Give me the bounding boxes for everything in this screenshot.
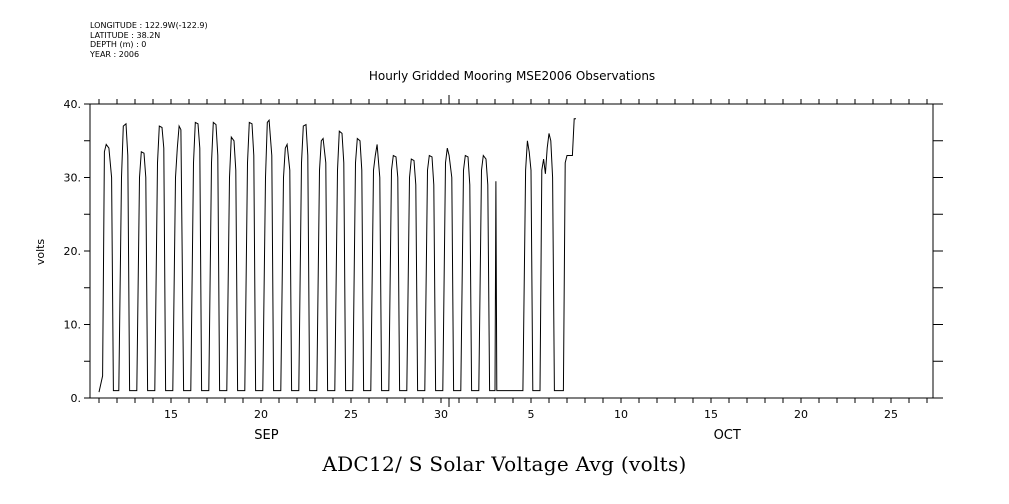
series-line bbox=[98, 118, 576, 393]
meta-depth: DEPTH (m) : 0 bbox=[90, 40, 147, 49]
x-tick-label: 10 bbox=[614, 408, 628, 421]
x-tick-label: 25 bbox=[884, 408, 898, 421]
x-tick-label: 15 bbox=[704, 408, 718, 421]
x-month-label: OCT bbox=[714, 428, 741, 443]
x-month-label: SEP bbox=[254, 428, 278, 443]
metadata-block: LONGITUDE : 122.9W(-122.9) LATITUDE : 38… bbox=[90, 21, 208, 59]
y-tick-label: 20. bbox=[64, 245, 82, 258]
y-axis-label: volts bbox=[34, 239, 47, 266]
x-tick-label: 20 bbox=[254, 408, 268, 421]
meta-longitude: LONGITUDE : 122.9W(-122.9) bbox=[90, 21, 208, 30]
chart-title: Hourly Gridded Mooring MSE2006 Observati… bbox=[369, 69, 655, 83]
meta-latitude: LATITUDE : 38.2N bbox=[90, 30, 161, 40]
y-tick-label: 0. bbox=[71, 392, 82, 405]
plot-frame bbox=[89, 103, 934, 399]
x-tick-label: 5 bbox=[528, 408, 535, 421]
y-tick-label: 40. bbox=[64, 98, 82, 111]
y-tick-label: 10. bbox=[64, 319, 82, 332]
x-tick-label: 30 bbox=[434, 408, 448, 421]
y-tick-label: 30. bbox=[64, 172, 82, 185]
x-tick-label: 15 bbox=[164, 408, 178, 421]
bottom-title: ADC12/ S Solar Voltage Avg (volts) bbox=[322, 452, 687, 476]
x-tick-label: 20 bbox=[794, 408, 808, 421]
meta-year: YEAR : 2006 bbox=[90, 49, 140, 59]
x-tick-label: 25 bbox=[344, 408, 358, 421]
